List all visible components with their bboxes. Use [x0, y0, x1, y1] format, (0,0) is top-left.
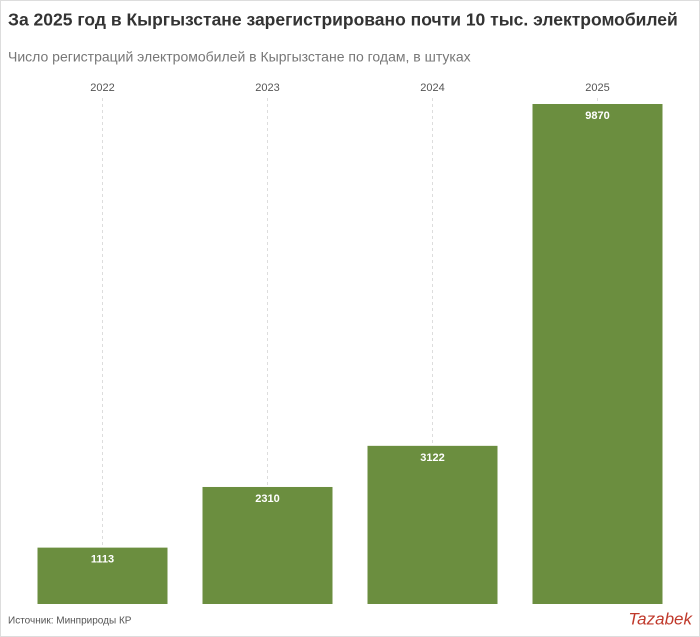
- bar: [532, 104, 663, 604]
- source: Источник: Минприроды КР: [8, 616, 132, 627]
- bar: [37, 547, 168, 604]
- x-tick-label: 2024: [420, 82, 444, 94]
- x-tick-label: 2025: [585, 82, 609, 94]
- brand-logo: Tazabek: [628, 609, 693, 628]
- x-tick-label: 2022: [90, 82, 114, 94]
- value-label: 3122: [420, 452, 444, 464]
- x-tick-label: 2023: [255, 82, 279, 94]
- value-label: 1113: [91, 554, 114, 566]
- value-label: 2310: [255, 493, 279, 505]
- chart-subtitle: Число регистраций электромобилей в Кыргы…: [8, 49, 471, 65]
- bar: [202, 486, 333, 604]
- chart-title: За 2025 год в Кыргызстане зарегистрирова…: [8, 10, 678, 30]
- value-label: 9870: [585, 110, 609, 122]
- bar: [367, 445, 498, 604]
